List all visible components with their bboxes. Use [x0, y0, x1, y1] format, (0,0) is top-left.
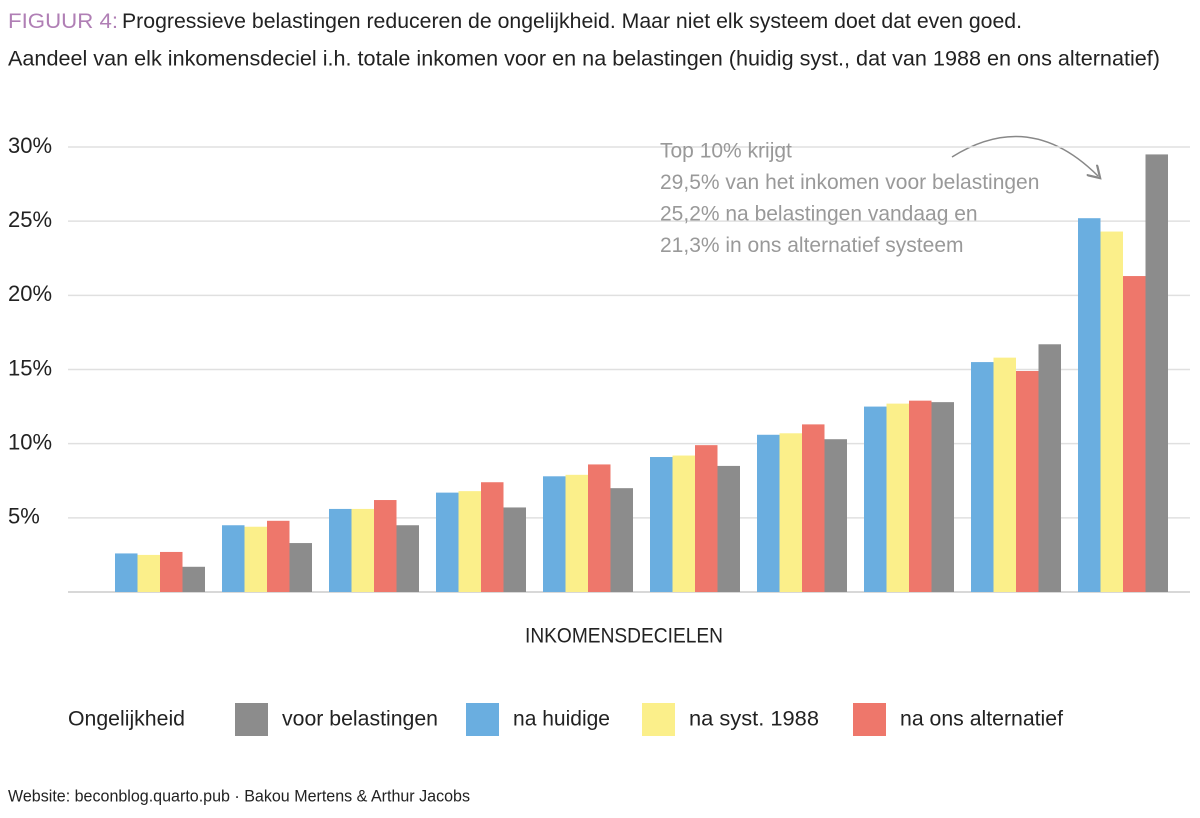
annotation-line: 21,3% in ons alternatief systeem	[660, 234, 964, 257]
bar	[351, 508, 374, 592]
bar	[160, 551, 183, 592]
bar	[824, 439, 847, 592]
legend-swatch	[235, 703, 268, 736]
bar	[1016, 370, 1039, 592]
bar	[588, 464, 611, 592]
bar	[1100, 231, 1123, 593]
y-tick-label: 30%	[8, 133, 52, 158]
bar	[1038, 344, 1061, 592]
bar	[717, 465, 740, 592]
bar	[1123, 276, 1146, 592]
bar	[396, 525, 419, 592]
y-tick-label: 20%	[8, 281, 52, 306]
bar	[672, 455, 695, 592]
bar	[1078, 218, 1101, 592]
bar	[503, 507, 526, 592]
bar	[1145, 154, 1168, 592]
bar	[543, 476, 566, 592]
legend-swatch	[642, 703, 675, 736]
bar	[650, 457, 673, 592]
bar	[802, 424, 825, 592]
title-prefix: FIGUUR 4:	[8, 10, 118, 33]
y-tick-label: 25%	[8, 207, 52, 232]
legend-title: Ongelijkheid	[68, 708, 185, 731]
bar	[779, 433, 802, 592]
chart-title: FIGUUR 4: Progressieve belastingen reduc…	[8, 10, 1022, 33]
annotation-line: 25,2% na belastingen vandaag en	[660, 203, 978, 226]
y-tick-label: 5%	[8, 504, 40, 529]
legend-label: na syst. 1988	[689, 708, 819, 731]
annotation-line: 29,5% van het inkomen voor belastingen	[660, 171, 1039, 194]
bar	[267, 520, 290, 592]
bar	[115, 553, 138, 592]
bar	[436, 492, 459, 592]
x-axis-label: INKOMENSDECIELEN	[525, 625, 723, 648]
bar	[182, 566, 205, 592]
subtitle: Aandeel van elk inkomensdeciel i.h. tota…	[8, 48, 1160, 71]
bar	[458, 491, 481, 592]
legend-label: na huidige	[513, 708, 610, 731]
bar	[137, 554, 160, 592]
annotation-line: Top 10% krijgt	[660, 140, 792, 163]
bar	[329, 508, 352, 592]
bar	[222, 525, 245, 592]
bar	[886, 403, 909, 592]
bar	[909, 400, 932, 592]
bar	[481, 482, 504, 592]
legend-swatch	[853, 703, 886, 736]
legend-label: na ons alternatief	[900, 708, 1063, 731]
bar	[565, 474, 588, 592]
bar	[931, 402, 954, 592]
bar	[374, 500, 397, 592]
source: Website: beconblog.quarto.pub · Bakou Me…	[8, 786, 470, 805]
y-tick-label: 10%	[8, 429, 52, 454]
legend-label: voor belastingen	[282, 708, 438, 731]
bar	[610, 488, 633, 592]
legend-swatch	[466, 703, 499, 736]
bar	[757, 434, 780, 592]
bar	[971, 362, 994, 592]
bar	[289, 543, 312, 592]
title-text: Progressieve belastingen reduceren de on…	[122, 10, 1022, 33]
bar	[695, 445, 718, 592]
bar	[993, 357, 1016, 592]
y-tick-label: 15%	[8, 355, 52, 380]
bar	[864, 406, 887, 592]
bar	[244, 526, 267, 592]
